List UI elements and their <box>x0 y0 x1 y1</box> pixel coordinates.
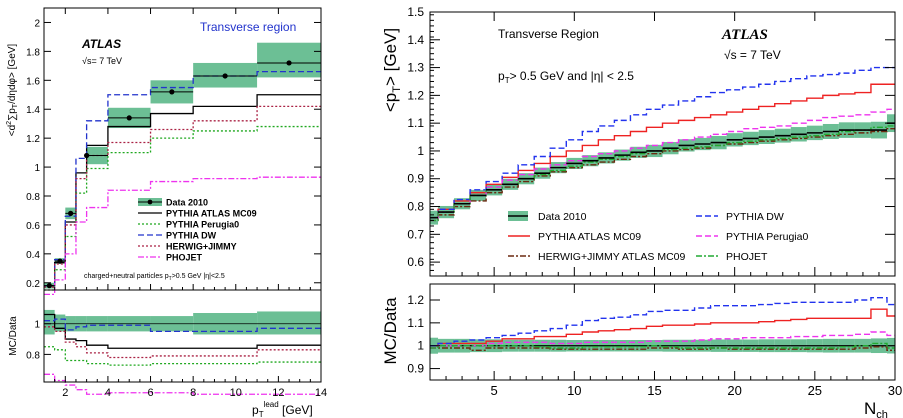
right-energy-label: √s = 7 TeV <box>724 48 781 62</box>
series-4-line <box>44 176 321 295</box>
ratio-y-tick-label: 0.9 <box>407 362 424 376</box>
ratio-series-1 <box>44 346 321 366</box>
series-0-line <box>44 94 321 287</box>
right-ratio-y-label: MC/Data <box>381 297 400 365</box>
data-point <box>126 115 132 121</box>
legend-label: PYTHIA ATLAS MC09 <box>166 209 257 219</box>
data-point <box>169 89 175 95</box>
y-tick-label: 1.4 <box>26 105 40 116</box>
y-tick-label: 0.9 <box>407 172 424 186</box>
x-tick-label: 2 <box>62 387 68 399</box>
x-tick-label: 8 <box>190 387 196 399</box>
right-main-frame <box>429 11 896 277</box>
data-point <box>286 60 292 66</box>
legend-label: HERWIG+JIMMY <box>166 242 237 252</box>
left-cut-label: charged+neutral particles pT>0.5 GeV |η|… <box>84 273 225 282</box>
y-tick-label: 1.8 <box>26 47 40 58</box>
left-title: Transverse region <box>200 20 296 34</box>
legend-label: HERWIG+JIMMY ATLAS MC09 <box>538 251 685 263</box>
y-tick-label: 1.2 <box>26 134 40 145</box>
y-tick-label: 0.2 <box>26 279 40 290</box>
ratio-series-3 <box>44 326 321 359</box>
x-tick-label: 10 <box>567 383 581 398</box>
left-experiment-label: ATLAS <box>81 37 121 51</box>
series-1-line <box>430 66 895 219</box>
y-tick-label: 1 <box>417 144 424 158</box>
x-tick-label: 30 <box>888 383 902 398</box>
right-legend: Data 2010 PYTHIA ATLAS MC09 HERWIG+JIMMY A… <box>508 211 808 263</box>
x-tick-label: 6 <box>147 387 153 399</box>
right-ratio-frame <box>429 283 896 381</box>
right-panel: 5 10 15 20 25 30 0.6 0.7 0.8 0.9 1 1.1 1.2 1.3 1.4 1.5 0… <box>381 5 902 418</box>
series-3-line <box>430 108 895 222</box>
y-tick-label: 0.6 <box>26 221 40 232</box>
y-tick-label: 0.4 <box>26 250 40 261</box>
data-point <box>68 210 74 216</box>
legend-label: Data 2010 <box>166 198 208 208</box>
y-tick-label: 0.8 <box>26 192 40 203</box>
data-point <box>222 73 228 79</box>
right-x-axis-label: Nch <box>864 399 888 418</box>
left-panel: 2 4 6 8 10 12 14 0.2 0.4 0.6 0.8 1 1.2 1.4 1.6 1.8 2 0.8 1… <box>6 7 327 418</box>
x-tick-label: 10 <box>230 387 242 399</box>
legend-label: PYTHIA Perugia0 <box>726 231 808 243</box>
y-tick-label: 2 <box>34 18 40 29</box>
y-tick-label: 1.6 <box>26 76 40 87</box>
right-experiment-label: ATLAS <box>721 27 768 43</box>
x-tick-label: 4 <box>105 387 111 399</box>
ratio-y-tick-label: 1 <box>417 339 424 353</box>
y-tick-label: 0.7 <box>407 227 424 241</box>
ratio-y-tick-label: 1.1 <box>407 316 424 330</box>
y-tick-label: 1.1 <box>407 116 424 130</box>
data-point <box>46 283 52 289</box>
legend-label: PHOJET <box>166 253 203 263</box>
y-tick-label: 0.8 <box>407 200 424 214</box>
y-tick-label: 1.4 <box>407 33 424 47</box>
data-point <box>84 152 90 159</box>
left-x-axis-label: pTlead [GeV] <box>252 400 313 418</box>
x-tick-label: 25 <box>808 383 822 398</box>
legend-label: PYTHIA Perugia0 <box>166 220 239 230</box>
right-region-label: Transverse Region <box>498 27 599 41</box>
y-tick-label: 1 <box>34 163 40 174</box>
x-tick-label: 12 <box>272 387 284 399</box>
ratio-y-tick-label: 0.8 <box>26 350 40 361</box>
ratio-series-0 <box>430 308 895 347</box>
x-tick-label: 20 <box>727 383 741 398</box>
legend-label: PYTHIA DW <box>726 211 784 223</box>
ratio-band <box>44 309 55 335</box>
ratio-y-tick-label: 1.2 <box>407 293 424 307</box>
ratio-band <box>257 311 321 335</box>
y-tick-label: 1.2 <box>407 88 424 102</box>
ratio-y-tick-label: 1 <box>34 320 40 331</box>
right-cut-label: pT> 0.5 GeV and |η| < 2.5 <box>498 69 634 85</box>
left-y-axis-label: <d2∑pT/dηdφ> [GeV] <box>6 44 19 137</box>
y-tick-label: 0.6 <box>407 255 424 269</box>
left-ratio-frame <box>43 289 322 383</box>
ratio-series-2 <box>44 318 321 333</box>
legend-data-marker <box>147 199 153 205</box>
ratio-series-1 <box>430 297 895 347</box>
left-energy-label: √s= 7 TeV <box>82 56 122 66</box>
series-4-line <box>430 125 895 222</box>
left-ratio-y-label: MC/Data <box>8 316 19 356</box>
legend-label: Data 2010 <box>538 211 587 223</box>
ratio-series-3 <box>430 331 895 349</box>
legend-label: PYTHIA ATLAS MC09 <box>538 231 641 243</box>
right-y-axis-label: <pT> [GeV] <box>381 28 403 112</box>
y-tick-label: 1.5 <box>407 5 424 19</box>
data-point <box>57 258 63 264</box>
x-tick-label: 15 <box>647 383 661 398</box>
legend-label: PYTHIA DW <box>166 231 217 241</box>
x-tick-label: 14 <box>315 387 327 399</box>
legend-label: PHOJET <box>726 251 768 263</box>
ratio-series-4 <box>44 373 321 395</box>
ratio-series-0 <box>44 313 321 349</box>
ratio-series-4 <box>430 342 895 349</box>
ratio-band <box>54 314 66 332</box>
y-tick-label: 1.3 <box>407 61 424 75</box>
x-tick-label: 5 <box>491 383 498 398</box>
